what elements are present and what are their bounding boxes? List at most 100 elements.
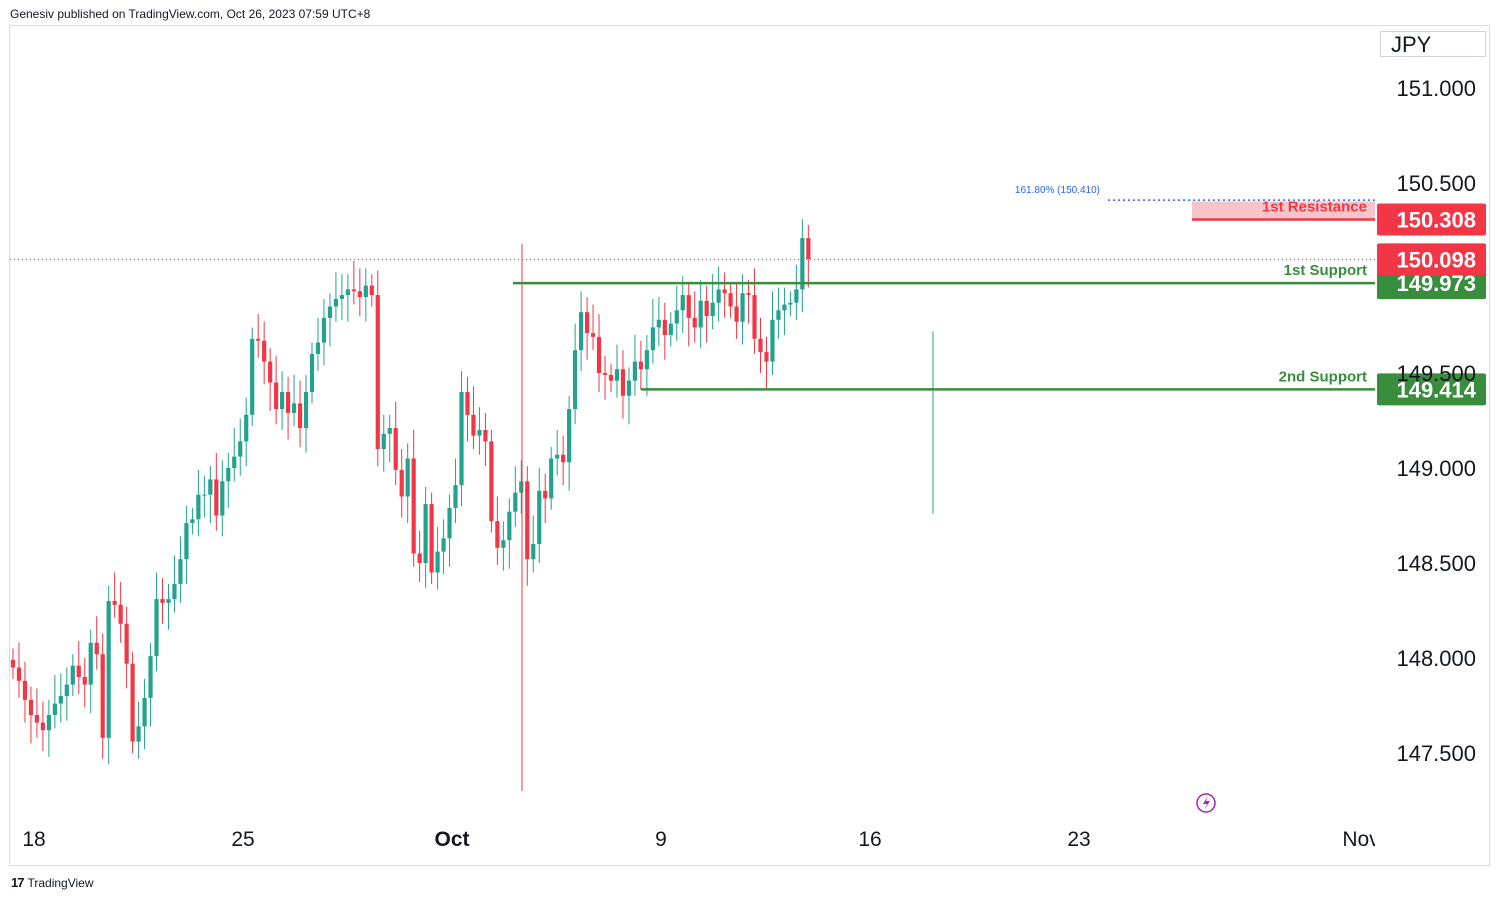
candle-body: [537, 490, 542, 544]
candle-body: [148, 656, 153, 698]
candle-body: [806, 238, 811, 259]
y-tick-label: 150.500: [1396, 171, 1476, 196]
candle-body: [124, 623, 129, 664]
candle-body: [250, 338, 255, 415]
candle-body: [596, 336, 602, 373]
candle-body: [345, 289, 350, 296]
candle-body: [579, 312, 584, 351]
candle-body: [728, 293, 733, 307]
y-tick-label: 148.500: [1396, 551, 1476, 576]
candle-body: [369, 285, 374, 296]
candle-body: [620, 369, 626, 396]
candle-body: [405, 458, 410, 497]
candle-body: [465, 392, 470, 415]
axis-mask: [1375, 820, 1489, 860]
candle-body: [543, 490, 548, 499]
candle-body: [339, 295, 344, 299]
candle-body: [590, 333, 596, 337]
candle-body: [704, 300, 709, 316]
tradingview-logo-icon: 17: [11, 875, 25, 890]
candle-body: [752, 295, 757, 339]
candle-body: [674, 310, 679, 324]
candle-body: [280, 392, 285, 410]
chart-frame: [9, 25, 1490, 866]
candle-body: [644, 350, 649, 370]
candle-body: [274, 382, 279, 410]
candle-body: [573, 350, 578, 410]
candle-body: [519, 481, 524, 493]
candle-body: [387, 428, 392, 434]
candle-body: [297, 403, 303, 429]
candle-body: [608, 374, 614, 381]
candle-body: [208, 479, 213, 495]
candle-body: [28, 699, 34, 715]
fib-extension-label: 161.80% (150.410): [1015, 185, 1100, 196]
candle-body: [429, 504, 434, 573]
candle-body: [441, 538, 446, 552]
x-tick-label: 16: [858, 828, 881, 851]
candles-layer: [10, 219, 934, 791]
candle-body: [734, 306, 739, 322]
support-label: 2nd Support: [1279, 368, 1367, 385]
candle-body: [214, 479, 219, 516]
candle-body: [76, 665, 81, 677]
candle-body: [315, 342, 321, 354]
y-tick-label: 149.500: [1396, 361, 1476, 386]
candle-body: [285, 392, 291, 413]
candle-body: [794, 289, 799, 303]
candle-body: [471, 414, 476, 436]
candle-body: [626, 380, 632, 396]
tradingview-footer[interactable]: 17 TradingView: [11, 875, 94, 890]
candle-body: [656, 319, 661, 328]
price-tag-value: 150.308: [1396, 207, 1476, 232]
y-tick-label: 148.000: [1396, 646, 1476, 671]
currency-selector[interactable]: JPY: [1380, 31, 1486, 57]
candle-body: [632, 361, 638, 381]
candle-body: [82, 677, 87, 685]
candle-body: [399, 469, 404, 497]
candle-body: [100, 654, 105, 738]
candle-body: [220, 481, 225, 516]
candle-body: [268, 361, 273, 383]
candle-body: [776, 310, 781, 320]
candle-body: [549, 458, 554, 499]
candle-body: [256, 338, 261, 341]
candle-body: [244, 414, 249, 442]
candle-body: [435, 551, 440, 573]
candle-body: [758, 338, 763, 353]
candle-body: [531, 544, 536, 560]
candle-body: [561, 454, 566, 463]
candle-body: [190, 519, 195, 524]
candle-body: [291, 403, 297, 413]
candle-body: [393, 428, 398, 470]
candle-body: [375, 295, 380, 449]
x-tick-label: 9: [655, 828, 667, 851]
candle-body: [106, 601, 111, 738]
candle-body: [34, 715, 40, 723]
lightning-icon: [1196, 793, 1216, 813]
candle-body: [196, 494, 201, 520]
candle-body: [417, 553, 422, 563]
candle-body: [710, 302, 715, 316]
candle-body: [202, 494, 207, 496]
candle-body: [226, 468, 231, 482]
candle-body: [584, 312, 590, 334]
time-axis: 18 25 Oct 9 16 23 Nov: [22, 820, 1489, 860]
candle-body: [178, 559, 183, 584]
candle-body: [662, 319, 667, 335]
candle-body: [722, 289, 727, 294]
candle-body: [232, 456, 237, 468]
candle-body: [184, 523, 189, 560]
candle-body: [321, 317, 327, 343]
candle-body: [483, 430, 488, 442]
candle-body: [88, 642, 93, 685]
candle-body: [58, 696, 63, 704]
candle-body: [70, 665, 75, 685]
price-axis: 151.000 150.500 149.000 148.500 148.000 147.5…: [1396, 76, 1476, 766]
x-tick-label: 23: [1067, 828, 1090, 851]
candle-body: [638, 361, 643, 370]
candle-body: [309, 354, 315, 392]
candle-body: [698, 300, 703, 328]
candle-body: [333, 298, 339, 307]
